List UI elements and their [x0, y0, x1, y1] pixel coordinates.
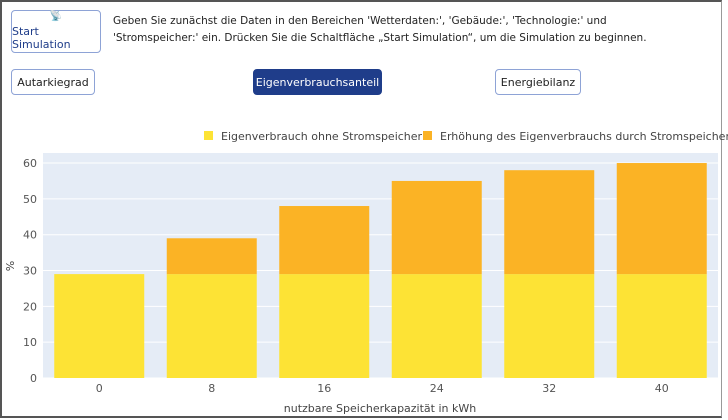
bar-base-32 — [504, 274, 595, 378]
legend: Eigenverbrauch ohne Stromspeicher Erhöhu… — [204, 130, 728, 143]
bar-base-40 — [616, 274, 707, 378]
bar-base-0 — [54, 274, 145, 378]
tab-autarkiegrad[interactable]: Autarkiegrad — [11, 69, 95, 95]
x-tick-label: 0 — [96, 382, 103, 395]
bar-base-16 — [279, 274, 370, 378]
y-tick-label: 60 — [23, 157, 37, 170]
tab-eigenverbrauchsanteil[interactable]: Eigenverbrauchsanteil — [253, 69, 382, 95]
bar-increase-8 — [166, 238, 257, 275]
bar-increase-32 — [504, 170, 595, 275]
tab-energiebilanz[interactable]: Energiebilanz — [495, 69, 581, 95]
y-tick-label: 10 — [23, 336, 37, 349]
bar-base-24 — [391, 274, 482, 378]
y-axis-label: % — [4, 261, 17, 271]
y-tick-label: 50 — [23, 193, 37, 206]
bar-base-8 — [166, 274, 257, 378]
x-tick-label: 24 — [430, 382, 444, 395]
bar-increase-40 — [616, 163, 707, 275]
legend-label: Erhöhung des Eigenverbrauchs durch Strom… — [440, 130, 728, 143]
start-simulation-label: Start Simulation — [12, 25, 71, 51]
start-simulation-button[interactable]: 📡 Start Simulation — [11, 10, 101, 53]
x-axis-label: nutzbare Speicherkapazität in kWh — [284, 402, 477, 415]
intro-text: Geben Sie zunächst die Daten in den Bere… — [113, 15, 647, 44]
y-tick-label: 30 — [23, 265, 37, 278]
x-tick-label: 16 — [317, 382, 331, 395]
legend-swatch — [204, 131, 213, 140]
y-tick-label: 40 — [23, 229, 37, 242]
legend-label: Eigenverbrauch ohne Stromspeicher — [221, 130, 423, 143]
legend-swatch — [423, 131, 432, 140]
bar-increase-16 — [279, 206, 370, 275]
y-tick-label: 0 — [30, 372, 37, 385]
satellite-dish-icon: 📡 — [49, 11, 63, 22]
x-tick-label: 32 — [542, 382, 556, 395]
y-tick-label: 20 — [23, 300, 37, 313]
bar-increase-24 — [391, 180, 482, 275]
x-tick-label: 8 — [208, 382, 215, 395]
plot-area — [43, 153, 718, 378]
x-tick-label: 40 — [655, 382, 669, 395]
